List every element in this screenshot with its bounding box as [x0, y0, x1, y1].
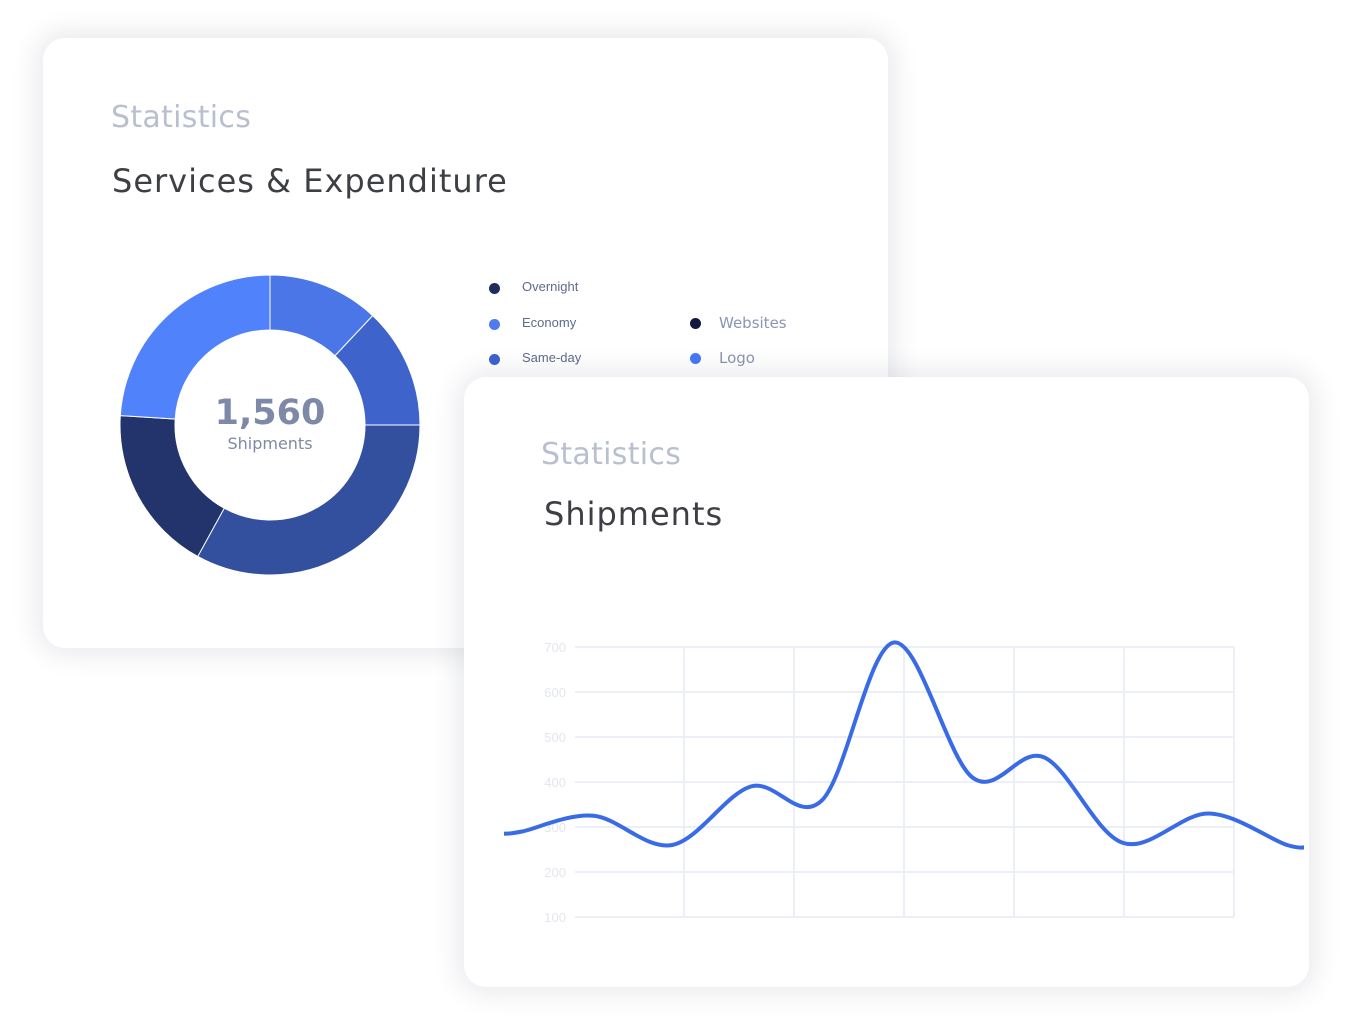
donut-center-value: 1,560	[215, 393, 326, 433]
donut-slices	[119, 274, 421, 576]
shipments-title: Shipments	[544, 495, 724, 533]
donut-chart: 1,560 Shipments	[119, 274, 421, 576]
legend-dot-overnight	[489, 283, 500, 294]
legend-dot-economy	[489, 319, 500, 330]
donut-center-label: Shipments	[227, 434, 312, 453]
y-tick-label: 100	[544, 910, 566, 925]
legend-label-economy: Economy	[522, 315, 577, 330]
legend-label-overnight: Overnight	[522, 279, 579, 294]
y-tick-label: 600	[544, 685, 566, 700]
services-eyebrow: Statistics	[111, 100, 252, 135]
donut-slice[interactable]	[119, 415, 225, 558]
legend-dot-logo	[690, 353, 701, 364]
y-tick-label: 700	[544, 640, 566, 655]
legend-label-same-day: Same-day	[522, 350, 582, 365]
shipments-series-line[interactable]	[504, 640, 1304, 850]
shipments-eyebrow: Statistics	[541, 437, 682, 472]
y-tick-label: 500	[544, 730, 566, 745]
y-tick-label: 400	[544, 775, 566, 790]
donut-slice[interactable]	[197, 424, 421, 576]
legend-label-logo: Logo	[719, 349, 755, 367]
donut-slice[interactable]	[119, 274, 271, 420]
shipments-card: Statistics Shipments 100 200 300 400 500 600 7…	[464, 377, 1309, 987]
legend-dot-websites	[690, 318, 701, 329]
chart-series	[504, 640, 1304, 850]
services-expenditure-card: Statistics Services & Expenditure 1,560 …	[43, 38, 888, 648]
services-title: Services & Expenditure	[112, 162, 508, 200]
y-tick-label: 200	[544, 865, 566, 880]
chart-grid	[575, 646, 1235, 918]
legend-label-websites: Websites	[719, 314, 787, 332]
legend-dot-same-day	[489, 354, 500, 365]
